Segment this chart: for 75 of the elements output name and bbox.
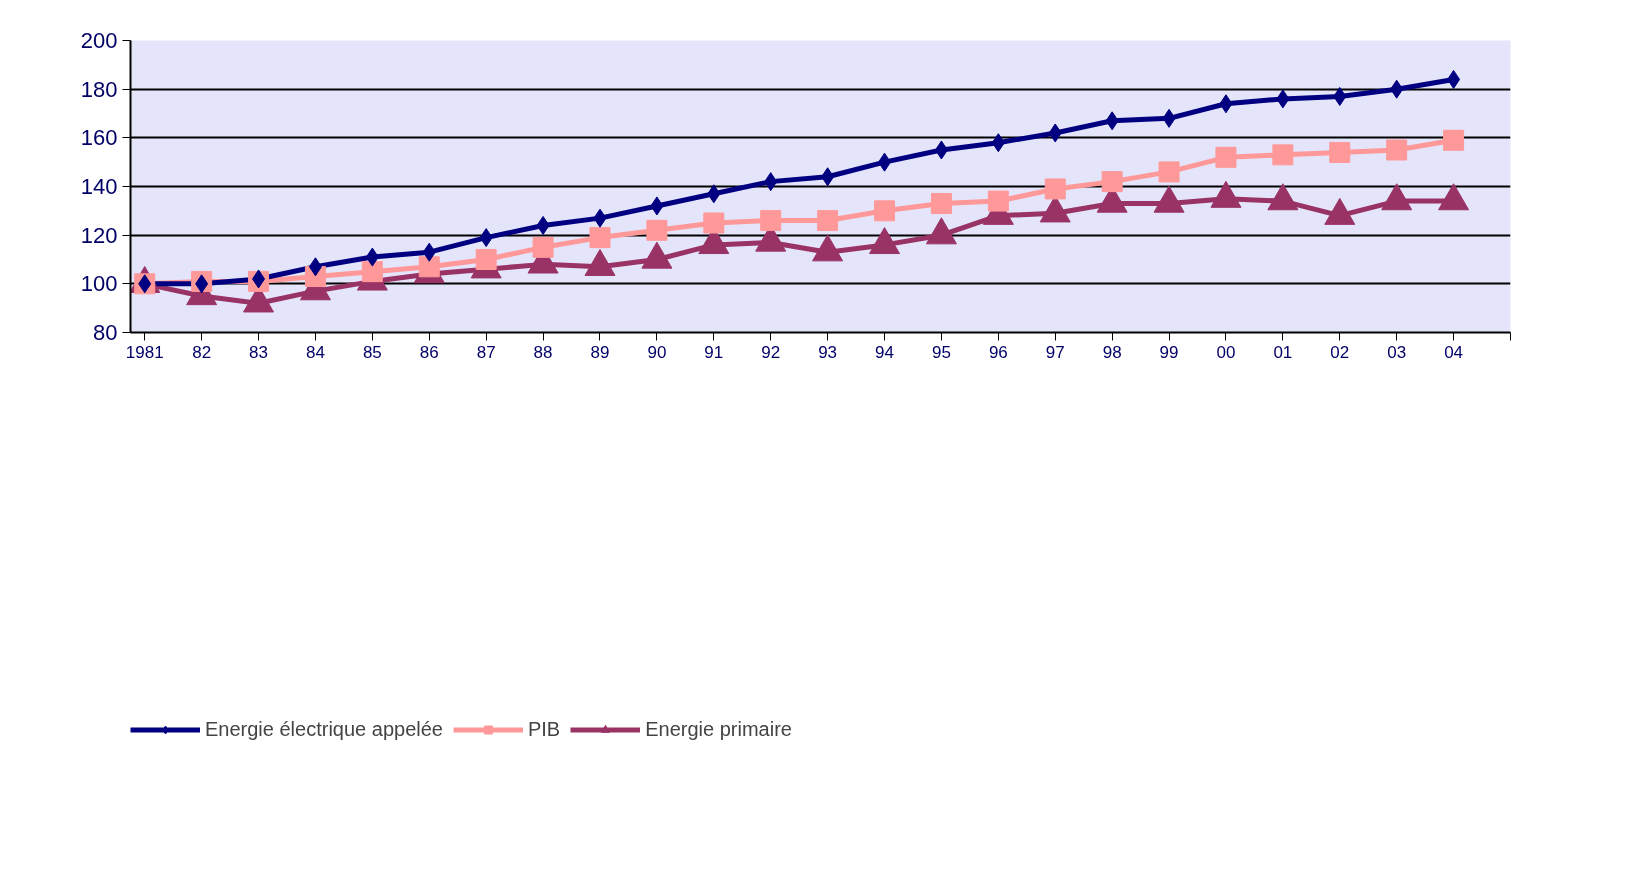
point xyxy=(532,236,554,258)
point xyxy=(760,210,782,232)
y-tick-label: 140 xyxy=(80,174,118,199)
point xyxy=(703,212,725,234)
x-tick-label: 86 xyxy=(419,342,439,362)
y-tick-label: 100 xyxy=(80,271,118,297)
point xyxy=(1101,171,1123,193)
x-tick-label: 83 xyxy=(249,342,269,362)
x-tick-label: 03 xyxy=(1387,342,1407,362)
point xyxy=(764,172,778,192)
x-tick-label: 01 xyxy=(1273,342,1293,362)
x-tick-label: 95 xyxy=(931,342,951,362)
legend-label: PIB xyxy=(527,717,561,741)
x-tick-label: 92 xyxy=(761,342,781,362)
point xyxy=(707,184,721,204)
y-tick-label: 180 xyxy=(80,76,118,102)
point xyxy=(1044,178,1066,200)
point xyxy=(1390,79,1404,99)
point xyxy=(475,249,497,270)
y-tick-label: 200 xyxy=(80,28,118,53)
point xyxy=(987,190,1009,212)
point xyxy=(536,215,550,235)
point xyxy=(650,196,664,216)
x-tick-label: 91 xyxy=(704,342,724,362)
x-tick-label: 89 xyxy=(590,342,610,362)
x-tick-label: 97 xyxy=(1045,342,1065,362)
y-tick-label: 120 xyxy=(80,222,118,248)
y-tick-label: 80 xyxy=(93,320,118,345)
point xyxy=(874,200,896,222)
point xyxy=(1329,141,1351,163)
x-tick-label: 82 xyxy=(192,342,212,362)
point xyxy=(365,247,379,267)
point xyxy=(593,208,607,228)
legend-label: Energie électrique appelée xyxy=(205,717,443,741)
point xyxy=(1443,129,1465,151)
point xyxy=(1162,108,1176,128)
point xyxy=(878,152,892,172)
point xyxy=(1272,144,1294,166)
point xyxy=(479,228,493,248)
x-tick-label: 96 xyxy=(988,342,1008,362)
point xyxy=(589,227,611,249)
point xyxy=(1447,69,1461,89)
y-tick-label: 160 xyxy=(80,125,118,151)
x-tick-label: 02 xyxy=(1330,342,1350,362)
x-tick-label: 88 xyxy=(533,342,553,362)
point xyxy=(1219,94,1233,114)
point xyxy=(1276,89,1290,109)
x-tick-label: 93 xyxy=(818,342,838,362)
x-tick-label: 85 xyxy=(362,342,382,362)
x-tick-label: 90 xyxy=(647,342,667,362)
x-tick-label: 04 xyxy=(1444,342,1464,362)
point xyxy=(308,257,322,277)
point xyxy=(1215,146,1237,168)
x-tick-label: 98 xyxy=(1102,342,1122,362)
point xyxy=(1333,86,1347,106)
point xyxy=(817,210,839,232)
point xyxy=(1105,111,1119,131)
point xyxy=(422,242,436,262)
point xyxy=(821,167,835,187)
point xyxy=(991,133,1005,153)
x-tick-label: 1981 xyxy=(125,342,164,362)
point xyxy=(930,193,952,215)
point xyxy=(646,219,668,241)
legend-label: Energie primaire xyxy=(645,717,792,741)
x-tick-label: 87 xyxy=(476,342,496,362)
point xyxy=(1158,161,1180,183)
point xyxy=(1386,139,1408,161)
point xyxy=(934,140,948,160)
x-tick-label: 94 xyxy=(875,342,894,362)
x-tick-label: 00 xyxy=(1216,342,1236,362)
point xyxy=(361,261,383,283)
point xyxy=(1048,123,1062,143)
point xyxy=(418,256,440,278)
x-tick-label: 99 xyxy=(1159,342,1179,362)
x-tick-label: 84 xyxy=(305,342,325,362)
